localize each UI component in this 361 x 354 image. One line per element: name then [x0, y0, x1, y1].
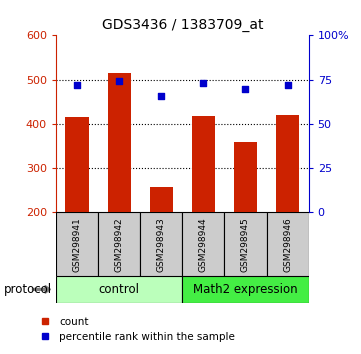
Bar — [276, 115, 299, 212]
Bar — [182, 212, 225, 276]
Text: Math2 expression: Math2 expression — [193, 283, 298, 296]
Bar — [65, 117, 88, 212]
Bar — [140, 212, 182, 276]
Text: GSM298945: GSM298945 — [241, 217, 250, 272]
Text: GSM298944: GSM298944 — [199, 217, 208, 272]
Legend: count, percentile rank within the sample: count, percentile rank within the sample — [34, 317, 235, 342]
Text: GSM298943: GSM298943 — [157, 217, 166, 272]
Bar — [192, 116, 215, 212]
Point — [116, 79, 122, 84]
Text: control: control — [99, 283, 140, 296]
Point — [243, 86, 248, 91]
Point — [285, 82, 291, 88]
Title: GDS3436 / 1383709_at: GDS3436 / 1383709_at — [101, 18, 263, 32]
Bar — [182, 276, 309, 303]
Point — [74, 82, 80, 88]
Point — [158, 93, 164, 98]
Bar — [56, 212, 98, 276]
Text: protocol: protocol — [4, 283, 52, 296]
Bar — [98, 212, 140, 276]
Bar — [56, 276, 182, 303]
Bar — [234, 142, 257, 212]
Bar — [108, 73, 131, 212]
Bar — [150, 187, 173, 212]
Bar — [266, 212, 309, 276]
Text: GSM298942: GSM298942 — [115, 217, 123, 272]
Bar — [225, 212, 266, 276]
Point — [200, 80, 206, 86]
Text: GSM298941: GSM298941 — [73, 217, 82, 272]
Text: GSM298946: GSM298946 — [283, 217, 292, 272]
